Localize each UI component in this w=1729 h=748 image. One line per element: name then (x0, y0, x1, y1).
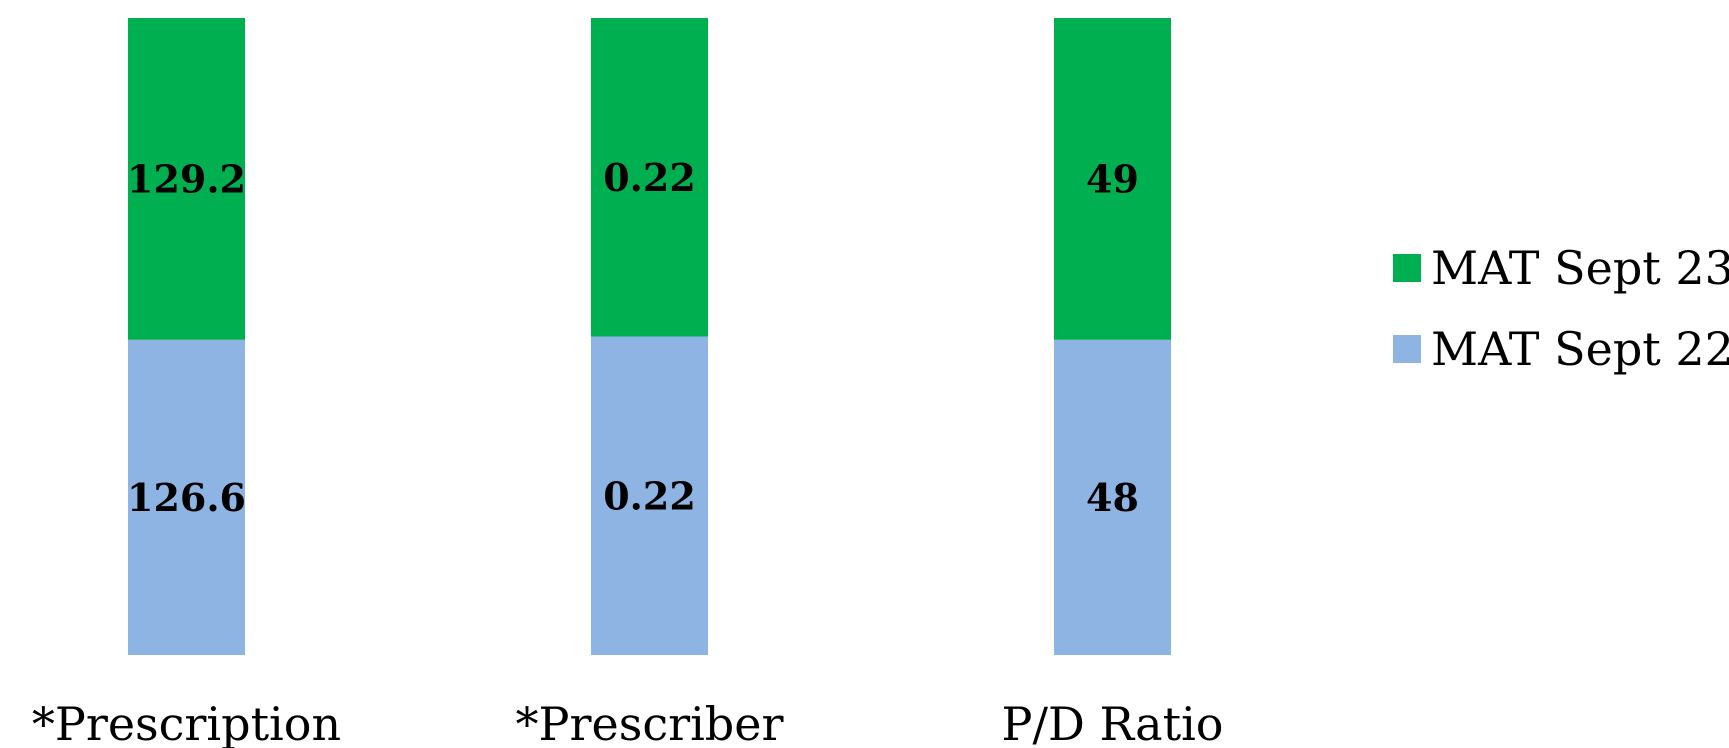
legend-label-sept22: MAT Sept 22 (1431, 322, 1729, 376)
legend-swatch-sept23 (1393, 254, 1421, 282)
category-label-2: P/D Ratio (1002, 697, 1224, 748)
bar-sept22-1 (591, 336, 708, 655)
category-label-1: *Prescriber (516, 697, 784, 748)
data-label-sept22-1: 0.22 (603, 473, 696, 518)
data-label-sept23-1: 0.22 (603, 155, 696, 200)
category-label-0: *Prescription (32, 697, 341, 748)
bar-sept22-2 (1054, 339, 1171, 655)
bar-sept22-0 (128, 339, 245, 655)
legend-label-sept23: MAT Sept 23 (1431, 241, 1729, 295)
data-label-sept23-2: 49 (1086, 156, 1139, 201)
bar-sept23-1 (591, 18, 708, 337)
bar-sept23-0 (128, 18, 245, 340)
legend-swatch-sept22 (1393, 335, 1421, 363)
data-label-sept22-0: 126.6 (127, 475, 246, 520)
data-label-sept23-0: 129.2 (127, 156, 246, 201)
bar-sept23-2 (1054, 18, 1171, 340)
data-label-sept22-2: 48 (1086, 475, 1139, 520)
